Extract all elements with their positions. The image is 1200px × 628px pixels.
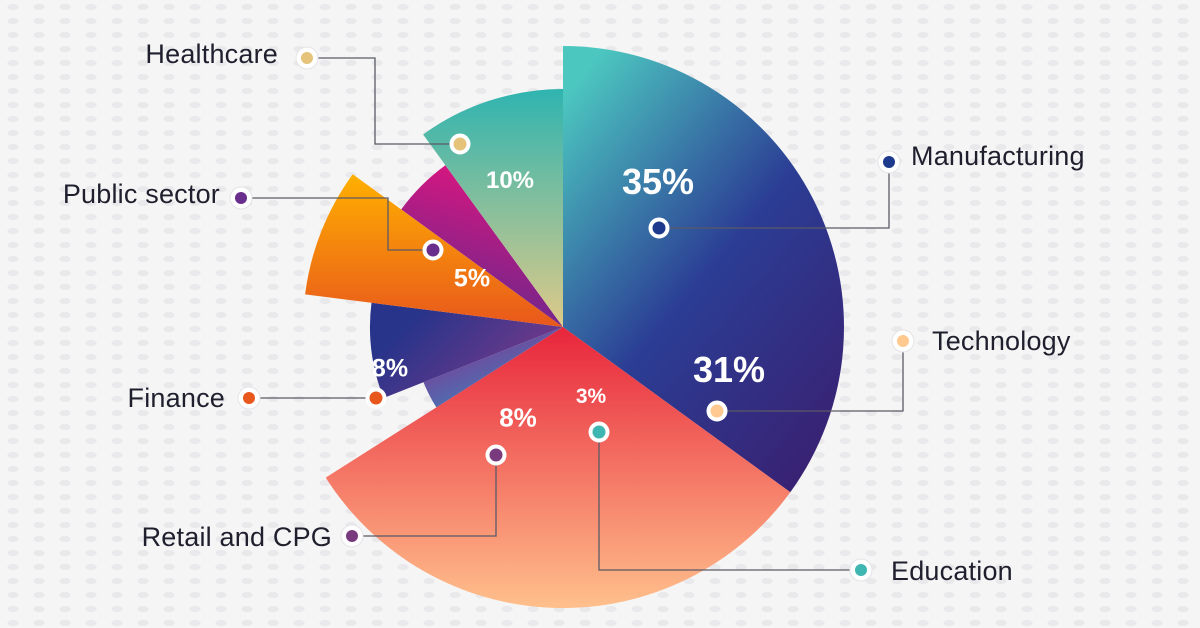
slice-marker-technology [706,400,728,422]
pie-slice-manufacturing [563,46,844,493]
pie-slice-technology [325,327,791,609]
leader-line-healthcare [307,57,460,145]
legend-dot-manufacturing [883,156,895,168]
category-label-manufacturing: Manufacturing [911,141,1085,171]
slice-marker-public-sector [422,239,444,261]
leader-line-public-sector [241,197,433,251]
data-label-finance: 8% [371,354,409,383]
leader-line-manufacturing [659,162,890,229]
category-label-education: Education [891,556,1013,586]
data-label-public-sector: 5% [453,264,491,293]
legend-dot-healthcare [301,52,313,64]
legend-dot-finance [243,392,255,404]
category-label-technology: Technology [932,326,1071,356]
pie-slice-education [423,327,563,408]
leader-line-retail-and-cpg [352,455,497,537]
leader-line-technology [717,341,904,412]
data-label-education: 3% [575,385,607,408]
leader-line-education [598,432,861,571]
slice-marker-education [588,421,610,443]
slice-marker-healthcare [449,133,471,155]
category-label-public-sector: Public sector [62,179,220,209]
data-label-manufacturing: 35% [621,161,695,202]
legend-dot-education [855,564,867,576]
category-label-healthcare: Healthcare [145,39,278,69]
pie-slice-public-sector [401,165,563,327]
data-label-technology: 31% [692,349,766,390]
slice-marker-retail-and-cpg [485,444,507,466]
legend-dot-retail-and-cpg [346,530,358,542]
data-label-retail-and-cpg: 8% [499,402,537,433]
legend-dot-public-sector [235,192,247,204]
category-label-finance: Finance [127,383,225,413]
legend-dot-technology [897,335,909,347]
slice-marker-manufacturing [648,217,670,239]
pie-slice-retail-and-cpg [369,302,563,398]
category-label-retail-and-cpg: Retail and CPG [141,522,332,552]
data-label-healthcare: 10% [485,167,535,194]
slice-marker-finance [365,387,387,409]
